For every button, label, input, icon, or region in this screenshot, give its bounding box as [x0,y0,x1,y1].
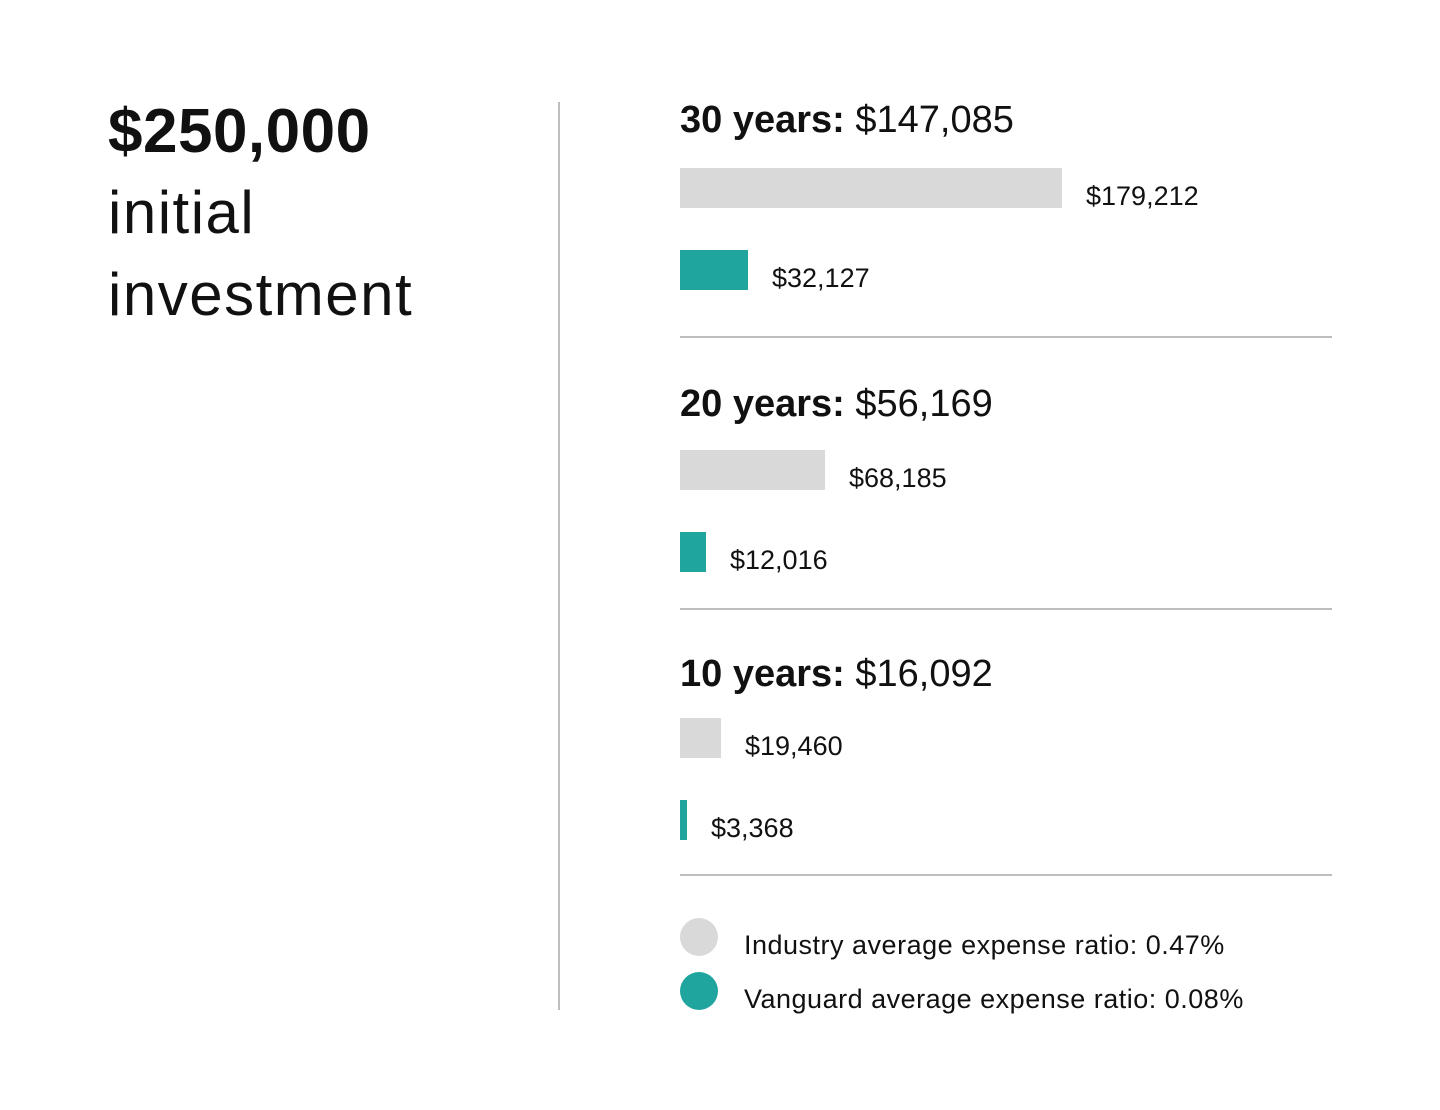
industry-bar-label: $68,185 [849,463,947,493]
vanguard-bar-row: $3,368 [680,800,1332,843]
group-title: 30 years: $147,085 [680,96,1332,144]
group-period-label: 30 years: [680,99,845,141]
chart-group-20-years: 20 years: $56,169 $68,185 $12,016 [680,338,1332,610]
investment-summary: $250,000 initial investment [108,96,528,336]
chart-group-30-years: 30 years: $147,085 $179,212 $32,127 [680,96,1332,338]
vanguard-bar-row: $12,016 [680,532,1332,575]
group-period-label: 20 years: [680,383,845,425]
vanguard-bar [680,250,748,290]
vanguard-bar-label: $32,127 [772,263,870,293]
group-title: 20 years: $56,169 [680,338,1332,428]
industry-bar-row: $179,212 [680,168,1332,211]
legend-item-vanguard: Vanguard average expense ratio: 0.08% [680,972,1244,1014]
legend-swatch-vanguard [680,972,718,1010]
legend-label-industry: Industry average expense ratio: 0.47% [744,929,1225,960]
group-difference-value: $147,085 [855,99,1014,141]
vertical-divider [558,102,560,1010]
vanguard-bar-label: $3,368 [711,813,794,843]
industry-bar [680,718,721,758]
vanguard-bar [680,800,687,840]
legend-item-industry: Industry average expense ratio: 0.47% [680,918,1244,960]
industry-bar [680,168,1062,208]
legend-swatch-industry [680,918,718,956]
group-difference-value: $16,092 [855,653,993,695]
vanguard-bar [680,532,706,572]
group-period-label: 10 years: [680,653,845,695]
industry-bar-row: $68,185 [680,450,1332,493]
expense-chart: 30 years: $147,085 $179,212 $32,127 20 y… [680,96,1332,876]
legend-label-vanguard: Vanguard average expense ratio: 0.08% [744,983,1244,1014]
initial-amount-description: initial investment [108,179,414,328]
group-difference-value: $56,169 [855,383,993,425]
industry-bar-label: $19,460 [745,731,843,761]
group-title: 10 years: $16,092 [680,610,1332,698]
vanguard-bar-label: $12,016 [730,545,828,575]
industry-bar-label: $179,212 [1086,181,1199,211]
chart-legend: Industry average expense ratio: 0.47% Va… [680,918,1244,1014]
vanguard-bar-row: $32,127 [680,250,1332,293]
chart-group-10-years: 10 years: $16,092 $19,460 $3,368 [680,610,1332,876]
industry-bar [680,450,825,490]
initial-amount: $250,000 [108,97,371,166]
industry-bar-row: $19,460 [680,718,1332,761]
